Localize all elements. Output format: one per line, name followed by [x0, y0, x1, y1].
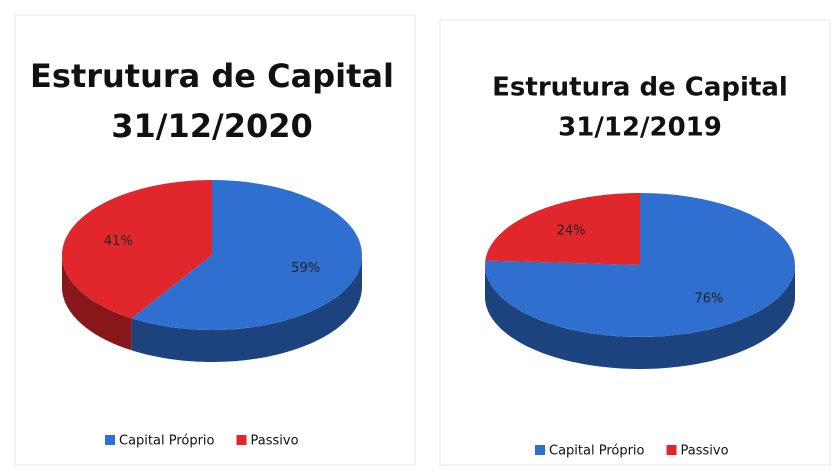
data-label: 59% — [291, 261, 320, 276]
data-label: 24% — [557, 223, 586, 238]
legend-swatch — [236, 435, 247, 445]
pie-slice — [62, 180, 212, 319]
pie-side — [485, 265, 795, 369]
pie-slice — [131, 180, 362, 330]
chart-title: Estrutura de Capital — [492, 73, 788, 103]
legend-swatch — [666, 445, 677, 455]
data-label: 76% — [695, 292, 724, 307]
pie-side — [62, 255, 132, 351]
legend-swatch — [105, 435, 115, 445]
legend-label: Passivo — [251, 434, 299, 449]
legend-label: Capital Próprio — [549, 444, 645, 459]
chart-title: Estrutura de Capital — [30, 57, 394, 95]
legend-label: Passivo — [681, 444, 729, 459]
chart-subtitle: 31/12/2020 — [111, 107, 313, 145]
legend-swatch — [535, 445, 545, 455]
data-label: 41% — [104, 234, 133, 249]
pie-side — [131, 255, 362, 362]
legend-label: Capital Próprio — [119, 434, 215, 449]
chart-subtitle: 31/12/2019 — [558, 113, 722, 143]
pie-slice — [485, 193, 640, 265]
